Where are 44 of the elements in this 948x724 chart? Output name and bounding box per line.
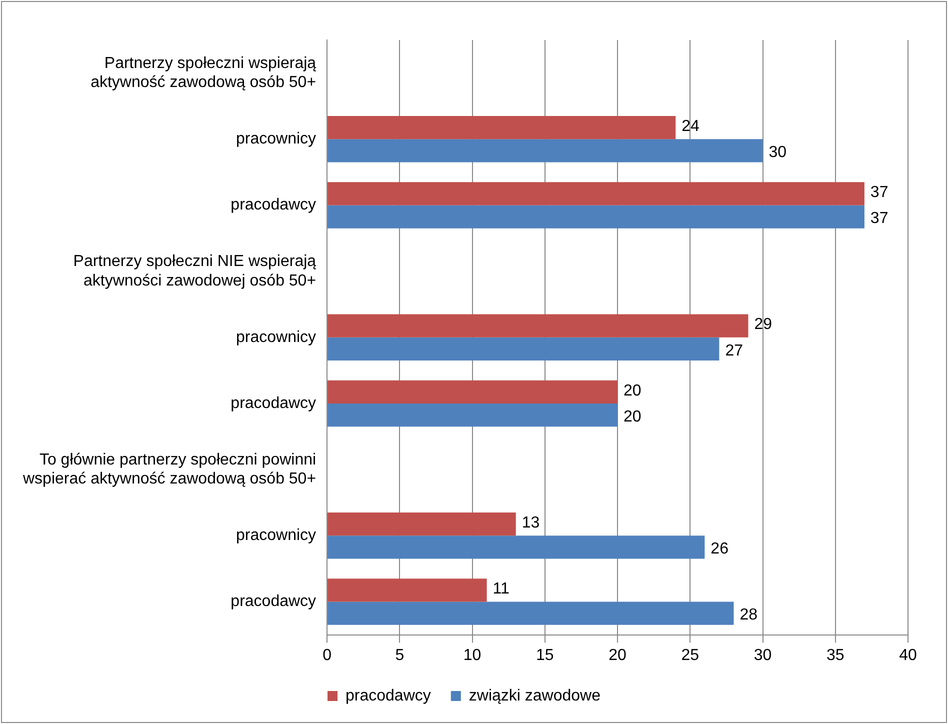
bar [328,512,516,536]
x-tick-label: 35 [826,646,844,664]
y-tick-label: pracownicy [236,527,316,544]
data-label: 29 [754,316,772,334]
x-tick-label: 5 [395,646,404,664]
bar [328,337,720,361]
x-tick-label: 30 [754,646,772,664]
data-label: 20 [624,382,642,400]
data-label: 27 [725,342,744,360]
bar [328,116,676,140]
x-tick-label: 20 [608,646,627,664]
bar [328,403,618,427]
y-tick-label: pracodawcy [230,394,316,412]
bar [328,536,705,559]
legend-label: związki zawodowe [468,687,601,704]
y-tick-label: pracodawcy [230,593,316,610]
y-tick-label: To głównie partnerzy społeczni powinni wspierać aktywność zawodową osób 50+ [22,451,316,488]
y-tick-label: Partnerzy społeczni NIE wspierają aktywności zawodowej osób 50+ [73,253,316,290]
data-label: 13 [522,514,540,532]
bar [328,602,734,625]
bar [328,380,618,404]
bar [328,139,763,162]
x-tick-label: 25 [681,646,700,664]
x-tick-label: 10 [463,646,482,664]
x-tick-label: 0 [322,646,332,664]
data-label: 30 [768,144,787,162]
bar [328,314,748,338]
data-label: 24 [682,118,700,135]
bar [328,205,864,228]
y-tick-label: pracodawcy [230,196,316,214]
data-label: 11 [492,580,510,598]
data-label: 20 [624,408,642,426]
bar [328,578,487,602]
x-tick-label: 40 [899,646,917,664]
x-tick-label: 15 [536,646,554,664]
y-tick-label: pracownicy [236,130,316,148]
data-label: 37 [870,184,888,202]
bar [328,182,864,206]
data-label: 28 [740,606,758,624]
data-label: 37 [870,210,888,228]
y-tick-label: Partnerzy społeczni wspierają aktywność zawodową osób 50+ [90,54,316,92]
y-tick-label: pracownicy [236,328,316,346]
legend-label: pracodawcy [346,687,431,704]
data-label: 26 [710,540,729,558]
